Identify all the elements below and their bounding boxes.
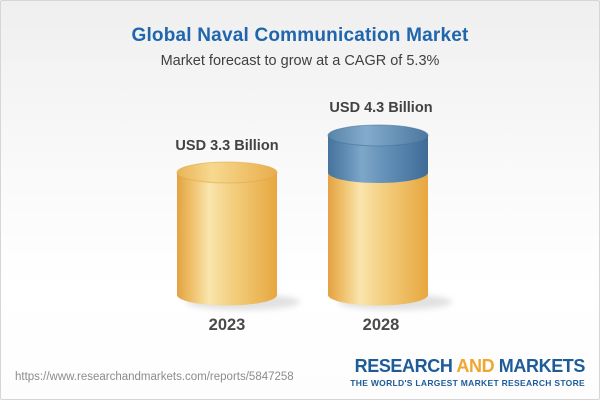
bar-2028-gold-segment [328, 172, 428, 295]
bar-2023 [176, 161, 300, 310]
logo-word-research: RESEARCH [354, 356, 453, 376]
report-url[interactable]: https://www.researchandmarkets.com/repor… [15, 371, 294, 383]
category-label-2023: 2023 [208, 316, 246, 334]
chart-title: Global Naval Communication Market [131, 25, 469, 46]
category-label-2028: 2028 [362, 316, 400, 334]
logo-tagline: THE WORLD'S LARGEST MARKET RESEARCH STOR… [350, 378, 585, 388]
value-label-2028: USD 4.3 Billion [329, 100, 433, 116]
bar-2023-top-face [176, 161, 278, 184]
bar-2028 [327, 124, 452, 310]
logo-word-and: AND [456, 356, 495, 376]
logo-word-markets: MARKETS [498, 356, 586, 376]
logo-wordmark: RESEARCH AND MARKETS [350, 356, 586, 376]
value-label-2023: USD 3.3 Billion [175, 138, 279, 154]
bar-2023-body [177, 172, 277, 295]
researchandmarkets-logo: RESEARCH AND MARKETS THE WORLD'S LARGEST… [350, 357, 585, 388]
bar-2028-top-face [327, 124, 429, 147]
chart-subtitle: Market forecast to grow at a CAGR of 5.3… [160, 53, 440, 69]
